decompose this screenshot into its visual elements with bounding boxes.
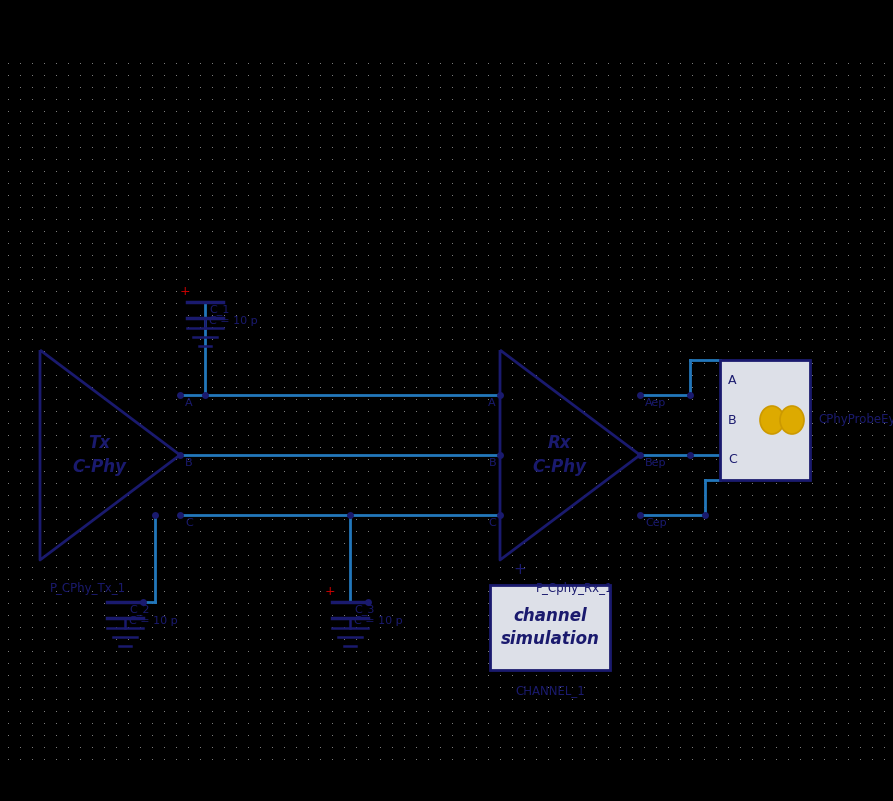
Text: B: B [728,413,737,426]
Ellipse shape [780,406,804,434]
Text: +: + [325,585,335,598]
Text: C: C [728,453,737,466]
Text: C = 10 p: C = 10 p [354,616,403,626]
Text: C = 10 p: C = 10 p [129,616,178,626]
Text: P_Cphy_Rx_1: P_Cphy_Rx_1 [537,582,613,595]
Text: CHANNEL_1: CHANNEL_1 [515,684,585,697]
Text: C_2: C_2 [129,604,149,615]
Text: Aep: Aep [645,398,666,408]
Text: A: A [488,398,496,408]
Text: C_3: C_3 [354,604,374,615]
Text: Bep: Bep [645,458,666,468]
Text: Cep: Cep [645,518,667,528]
Text: A: A [185,398,193,408]
Text: Rx
C-Phy: Rx C-Phy [532,434,587,476]
Text: C_1: C_1 [209,304,230,315]
Text: CPhyProbeEye_1: CPhyProbeEye_1 [818,413,893,426]
Text: C = 10 p: C = 10 p [209,316,257,326]
Text: Tx
C-Phy: Tx C-Phy [72,434,127,476]
Text: P_CPhy_Tx_1: P_CPhy_Tx_1 [50,582,126,595]
Text: C: C [185,518,193,528]
Text: channel
simulation: channel simulation [501,607,599,647]
Text: A: A [728,374,737,387]
Text: B: B [488,458,496,468]
Text: +: + [513,562,526,577]
Ellipse shape [760,406,784,434]
Bar [720,360,810,480]
Text: +: + [179,285,190,298]
Text: C: C [488,518,496,528]
Bar [490,585,610,670]
Text: B: B [185,458,193,468]
